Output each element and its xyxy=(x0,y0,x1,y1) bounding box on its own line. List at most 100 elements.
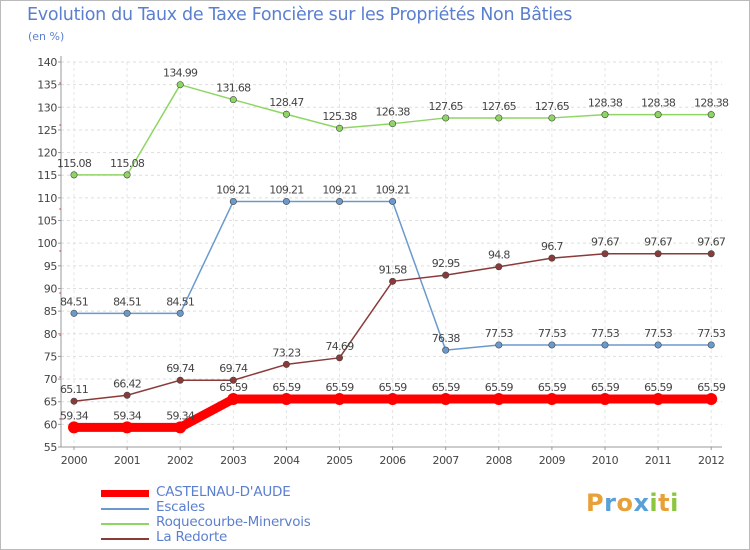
y-tick-label: 125 xyxy=(37,124,57,137)
x-tick-label: 2012 xyxy=(698,454,724,467)
data-point xyxy=(123,171,131,179)
data-point xyxy=(495,341,503,349)
x-tick-label: 2004 xyxy=(273,454,300,467)
data-point xyxy=(652,393,665,406)
x-tick-label: 2003 xyxy=(220,454,247,467)
data-label: 77.53 xyxy=(538,327,567,340)
data-point xyxy=(601,341,609,349)
x-tick-label: 2010 xyxy=(592,454,619,467)
data-label: 127.65 xyxy=(429,100,464,113)
data-label: 94.8 xyxy=(488,249,510,262)
data-label: 69.74 xyxy=(166,362,195,375)
data-label: 109.21 xyxy=(375,183,409,196)
y-tick-label: 55 xyxy=(44,441,58,454)
data-label: 128.38 xyxy=(641,97,676,110)
data-point xyxy=(333,393,346,406)
data-point xyxy=(601,111,609,119)
data-point xyxy=(176,376,184,384)
data-point xyxy=(548,254,556,262)
x-tick-label: 2006 xyxy=(379,454,406,467)
data-point xyxy=(68,421,80,434)
proxiti-logo: Proxiti xyxy=(586,489,679,517)
x-tick-label: 2009 xyxy=(539,454,566,467)
data-label: 65.59 xyxy=(591,381,620,394)
data-label: 109.21 xyxy=(322,183,356,196)
y-tick-label: 120 xyxy=(37,147,57,160)
data-label: 127.65 xyxy=(535,100,570,113)
data-point xyxy=(707,341,715,349)
legend-label: Escales xyxy=(156,499,205,515)
data-point xyxy=(123,391,131,399)
x-tick-label: 2007 xyxy=(432,454,459,467)
data-point xyxy=(707,250,715,258)
data-point xyxy=(389,120,397,128)
data-point xyxy=(229,376,237,384)
data-label: 128.38 xyxy=(588,97,623,110)
y-tick-label: 85 xyxy=(44,305,58,318)
data-label: 84.51 xyxy=(113,295,141,308)
legend-swatch xyxy=(101,523,149,525)
data-point xyxy=(176,81,184,89)
y-tick-label: 90 xyxy=(44,282,58,295)
data-point xyxy=(335,197,343,205)
x-tick-label: 2011 xyxy=(645,454,671,467)
y-tick-label: 95 xyxy=(44,260,58,273)
y-tick-label: 115 xyxy=(37,169,57,182)
data-label: 59.34 xyxy=(166,409,195,422)
data-point xyxy=(545,393,558,406)
data-label: 65.59 xyxy=(485,381,514,394)
legend-swatch xyxy=(101,508,149,510)
y-tick-label: 75 xyxy=(44,350,58,363)
data-label: 77.53 xyxy=(644,327,673,340)
data-point xyxy=(705,393,718,406)
data-label: 115.08 xyxy=(57,157,92,170)
data-label: 134.99 xyxy=(163,67,198,80)
data-point xyxy=(707,111,715,119)
y-tick-label: 140 xyxy=(37,56,57,69)
data-label: 92.95 xyxy=(432,257,461,270)
data-point xyxy=(495,263,503,271)
data-label: 125.38 xyxy=(322,110,357,123)
data-labels: 59.34 59.34 59.34 65.59 65.59 65.59 65.59 65.59… xyxy=(57,67,730,423)
data-point xyxy=(654,250,662,258)
logo-letter: x xyxy=(633,489,650,517)
data-label: 128.47 xyxy=(269,96,304,109)
data-label: 84.51 xyxy=(166,295,194,308)
logo-letter: i xyxy=(670,489,679,517)
data-label: 65.11 xyxy=(60,383,88,396)
data-label: 74.69 xyxy=(326,340,355,353)
data-point xyxy=(229,96,237,104)
data-label: 65.59 xyxy=(697,381,726,394)
data-point xyxy=(282,110,290,118)
data-label: 97.67 xyxy=(591,236,620,249)
data-point xyxy=(654,341,662,349)
y-tick-label: 130 xyxy=(37,101,57,114)
data-point xyxy=(548,341,556,349)
data-point xyxy=(229,197,237,205)
data-point xyxy=(335,124,343,132)
chart-title: Evolution du Taux de Taxe Foncière sur l… xyxy=(27,5,573,25)
data-point xyxy=(123,309,131,317)
data-label: 91.58 xyxy=(379,263,408,276)
logo-letter: o xyxy=(616,489,634,517)
legend-swatch xyxy=(101,490,149,497)
data-label: 65.59 xyxy=(379,381,408,394)
data-point xyxy=(227,393,240,406)
logo-letter: t xyxy=(658,489,671,517)
data-point xyxy=(601,250,609,258)
data-label: 97.67 xyxy=(644,236,673,249)
data-point xyxy=(492,393,505,406)
data-point xyxy=(70,397,78,405)
logo-letter: i xyxy=(649,489,659,517)
y-tick-label: 60 xyxy=(44,418,58,431)
x-tick-label: 2005 xyxy=(326,454,353,467)
y-axis-label: (en %) xyxy=(28,30,65,43)
x-tick-label: 2000 xyxy=(61,454,88,467)
data-label: 131.68 xyxy=(216,82,251,95)
data-label: 69.74 xyxy=(219,362,248,375)
logo-letter: P xyxy=(586,489,605,517)
data-point xyxy=(280,393,293,406)
x-tick-label: 2002 xyxy=(167,454,193,467)
